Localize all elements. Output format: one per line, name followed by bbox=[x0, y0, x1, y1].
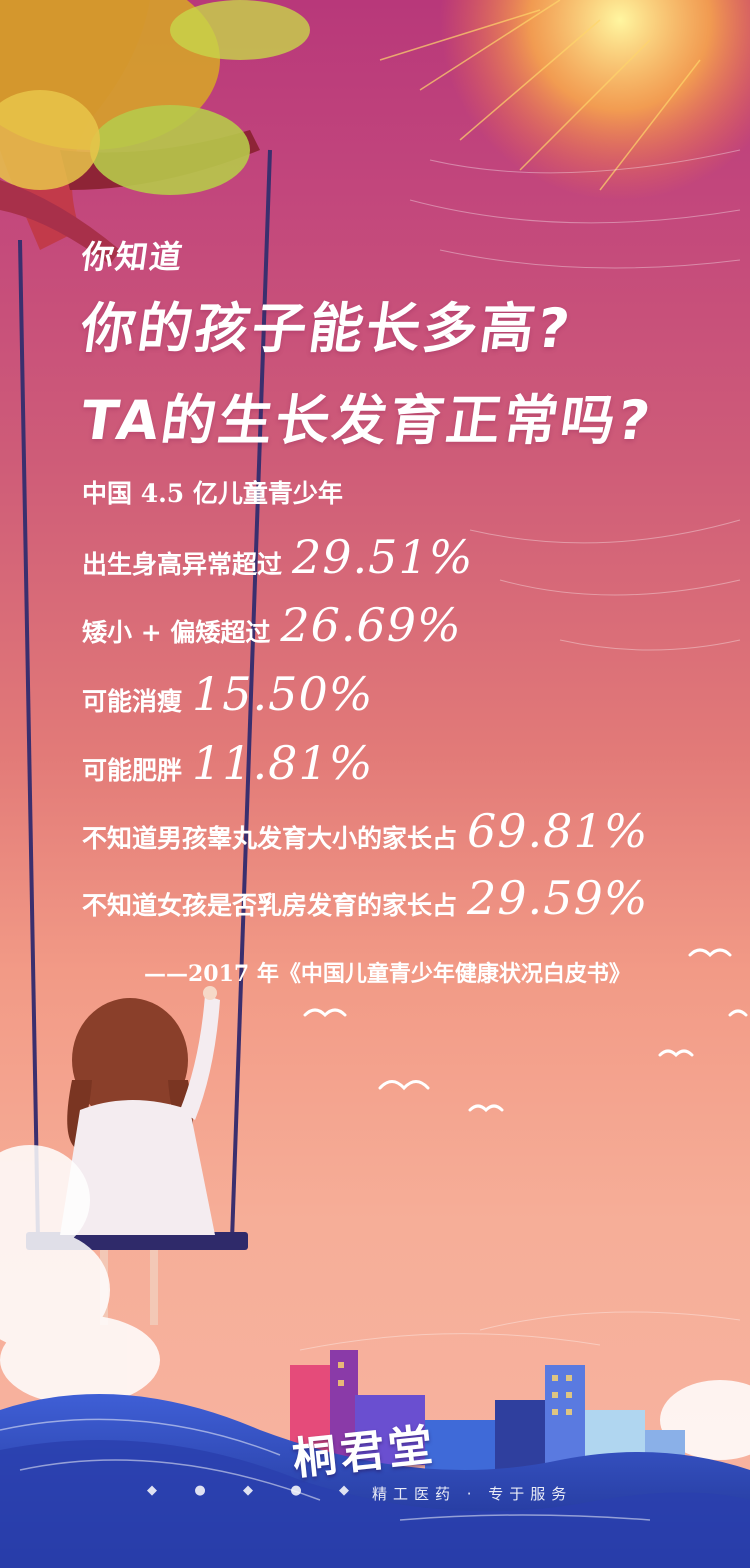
source-citation: ——2017 年《中国儿童青少年健康状况白皮书》 bbox=[144, 961, 631, 987]
mini-icon-row: ◆ ● ◆ ● ◆ bbox=[145, 1484, 351, 1498]
stat-label: 可能肥胖 bbox=[82, 756, 183, 785]
sun-foliage-icon bbox=[379, 0, 750, 200]
stat-line: 中国 4.5 亿儿童青少年 bbox=[82, 474, 343, 510]
stat-line: 可能消瘦 15.50% bbox=[82, 667, 373, 721]
swing-icon bbox=[18, 149, 272, 1250]
stat-line: 可能肥胖 11.81% bbox=[82, 736, 373, 790]
brand-slogan: 精工医药 · 专于服务 bbox=[372, 1485, 573, 1503]
tree-icon bbox=[0, 0, 310, 265]
mini-icon: ◆ bbox=[147, 1483, 157, 1498]
stat-label: 不知道男孩睾丸发育大小的家长占 bbox=[82, 824, 458, 853]
stat-line: 不知道女孩是否乳房发育的家长占 29.59% bbox=[82, 871, 648, 925]
headline-line-1: 你的孩子能长多高? bbox=[76, 297, 577, 360]
stat-line: 不知道男孩睾丸发育大小的家长占 69.81% bbox=[82, 804, 648, 858]
mini-icon: ◆ bbox=[243, 1483, 253, 1498]
stat-label: 不知道女孩是否乳房发育的家长占 bbox=[82, 891, 458, 920]
headline-line-2: TA的生长发育正常吗? bbox=[76, 389, 657, 452]
stat-value: 69.81% bbox=[467, 804, 649, 858]
stat-label: 出生身高异常超过 bbox=[82, 550, 283, 579]
stat-value: 29.59% bbox=[467, 871, 649, 925]
stat-value: 26.69% bbox=[280, 598, 462, 652]
stat-value: 29.51% bbox=[292, 530, 474, 584]
stat-line: 矮小 + 偏矮超过 26.69% bbox=[82, 598, 462, 652]
girl-illustration-icon bbox=[60, 986, 220, 1325]
seagull-icon bbox=[303, 948, 748, 1113]
cloud-icon bbox=[0, 1145, 750, 1460]
kicker-text: 你知道 bbox=[79, 238, 187, 276]
waves-icon bbox=[0, 1394, 750, 1568]
stat-value: 15.50% bbox=[192, 667, 374, 721]
stat-value: 11.81% bbox=[192, 736, 374, 790]
mini-icon: ● bbox=[290, 1483, 302, 1498]
stat-label: 中国 4.5 亿儿童青少年 bbox=[82, 479, 343, 508]
stat-label: 可能消瘦 bbox=[82, 687, 183, 716]
stat-line: 出生身高异常超过 29.51% bbox=[82, 530, 473, 584]
stat-label: 矮小 + 偏矮超过 bbox=[82, 618, 271, 647]
mini-icon: ● bbox=[194, 1483, 206, 1498]
wind-streaks bbox=[299, 149, 741, 1351]
mini-icon: ◆ bbox=[339, 1483, 349, 1498]
